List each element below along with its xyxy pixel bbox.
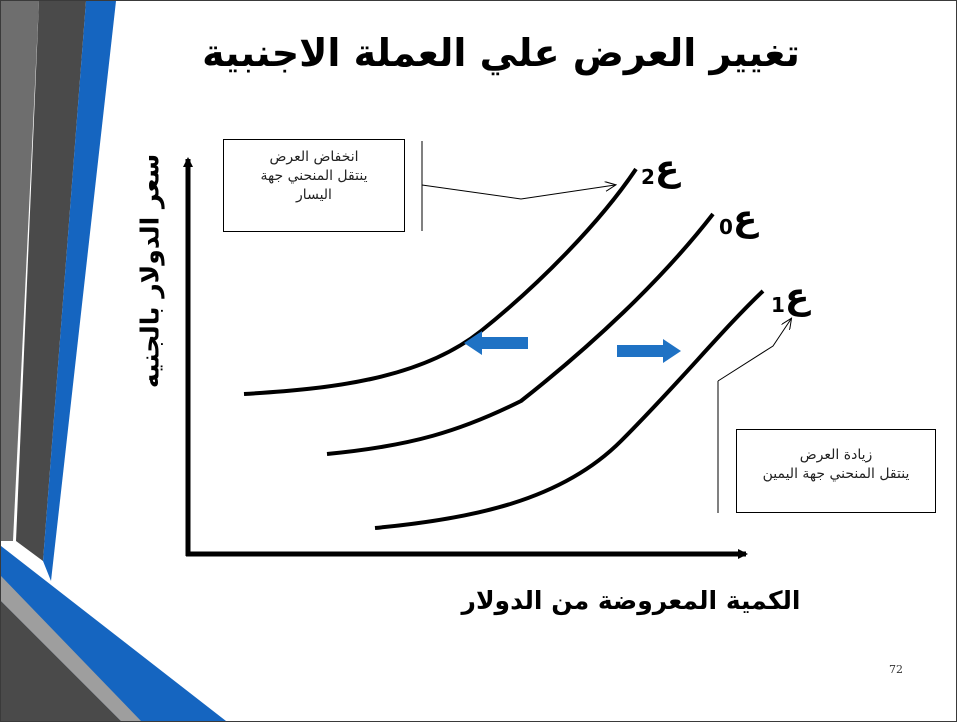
slide-title: تغيير العرض علي العملة الاجنبية bbox=[202, 31, 800, 75]
curve-e0 bbox=[326, 212, 715, 456]
curve-label-e2: 2ع bbox=[641, 148, 680, 189]
note-line: ينتقل المنحني جهة bbox=[260, 168, 368, 184]
curve-label-e0: 0ع bbox=[719, 198, 758, 239]
note-line: ينتقل المنحني جهة اليمين bbox=[762, 466, 910, 482]
deco-gray-bar bbox=[1, 1, 39, 541]
note-line: انخفاض العرض bbox=[269, 149, 359, 165]
decrease-supply-note: انخفاض العرض ينتقل المنحني جهة اليسار bbox=[223, 139, 405, 232]
page-number: 72 bbox=[889, 663, 903, 676]
curve-e2 bbox=[243, 167, 638, 396]
shift-right-arrow bbox=[617, 339, 681, 363]
deco-bottom-blue-band bbox=[1, 546, 226, 721]
deco-bottom-light-band bbox=[1, 576, 141, 721]
deco-dark-bar bbox=[16, 1, 86, 561]
shift-left-arrow bbox=[464, 331, 528, 355]
deco-blue-bar bbox=[43, 1, 116, 581]
curve-e1 bbox=[374, 289, 765, 530]
x-axis-label: الكمية المعروضة من الدولار bbox=[461, 586, 801, 615]
note-right-callout bbox=[717, 319, 791, 382]
note-line: اليسار bbox=[296, 187, 332, 203]
increase-supply-note: زيادة العرض ينتقل المنحني جهة اليمين bbox=[736, 429, 936, 513]
note-line: زيادة العرض bbox=[799, 447, 873, 463]
note-left-callout bbox=[421, 185, 615, 200]
curve-label-e1: 1ع bbox=[771, 276, 810, 317]
